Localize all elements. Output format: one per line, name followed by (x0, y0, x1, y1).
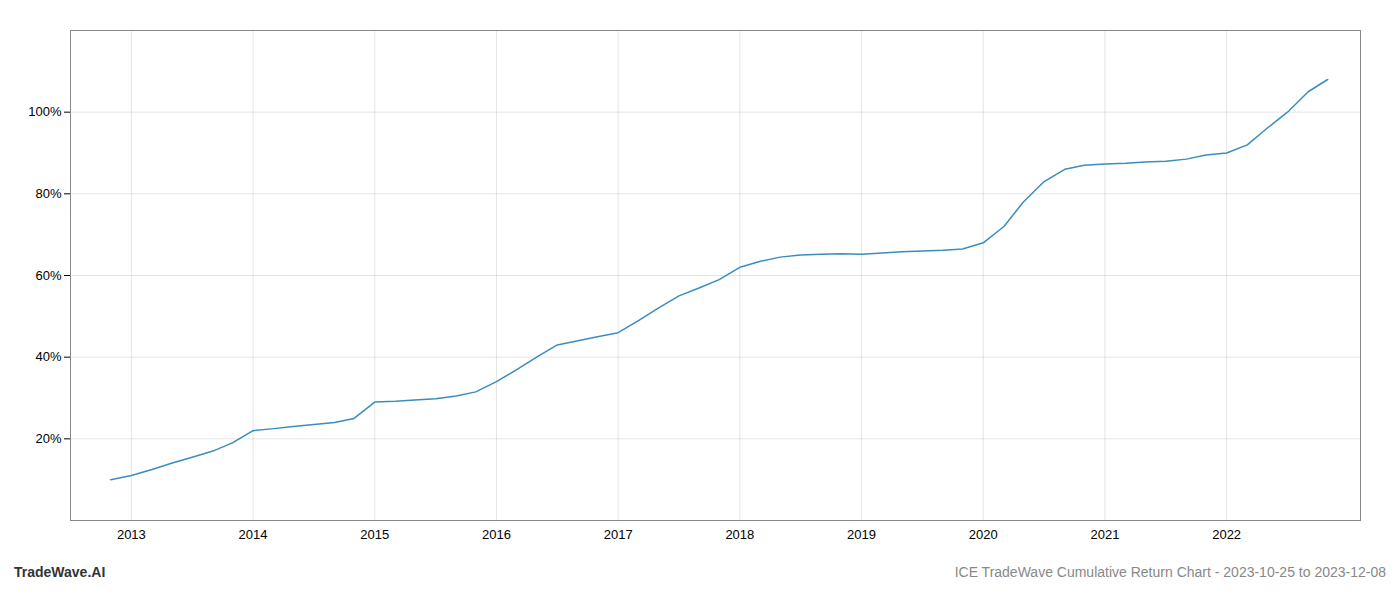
svg-text:60%: 60% (35, 268, 61, 283)
svg-text:2013: 2013 (117, 527, 146, 542)
svg-text:2017: 2017 (604, 527, 633, 542)
svg-text:20%: 20% (35, 431, 61, 446)
svg-text:2020: 2020 (969, 527, 998, 542)
svg-text:100%: 100% (28, 104, 62, 119)
html-text:ICE TradeWave Cumulative Retur: ICE TradeWave Cumulative Return Chart - … (954, 564, 1386, 580)
svg-text:40%: 40% (35, 349, 61, 364)
svg-text:80%: 80% (35, 186, 61, 201)
svg-text:2022: 2022 (1212, 527, 1241, 542)
svg-text:2021: 2021 (1090, 527, 1119, 542)
svg-text:2018: 2018 (725, 527, 754, 542)
svg-text:2015: 2015 (360, 527, 389, 542)
html-text:TradeWave.AI: TradeWave.AI (14, 564, 106, 580)
svg-text:2019: 2019 (847, 527, 876, 542)
svg-text:2014: 2014 (239, 527, 268, 542)
svg-text:2016: 2016 (482, 527, 511, 542)
